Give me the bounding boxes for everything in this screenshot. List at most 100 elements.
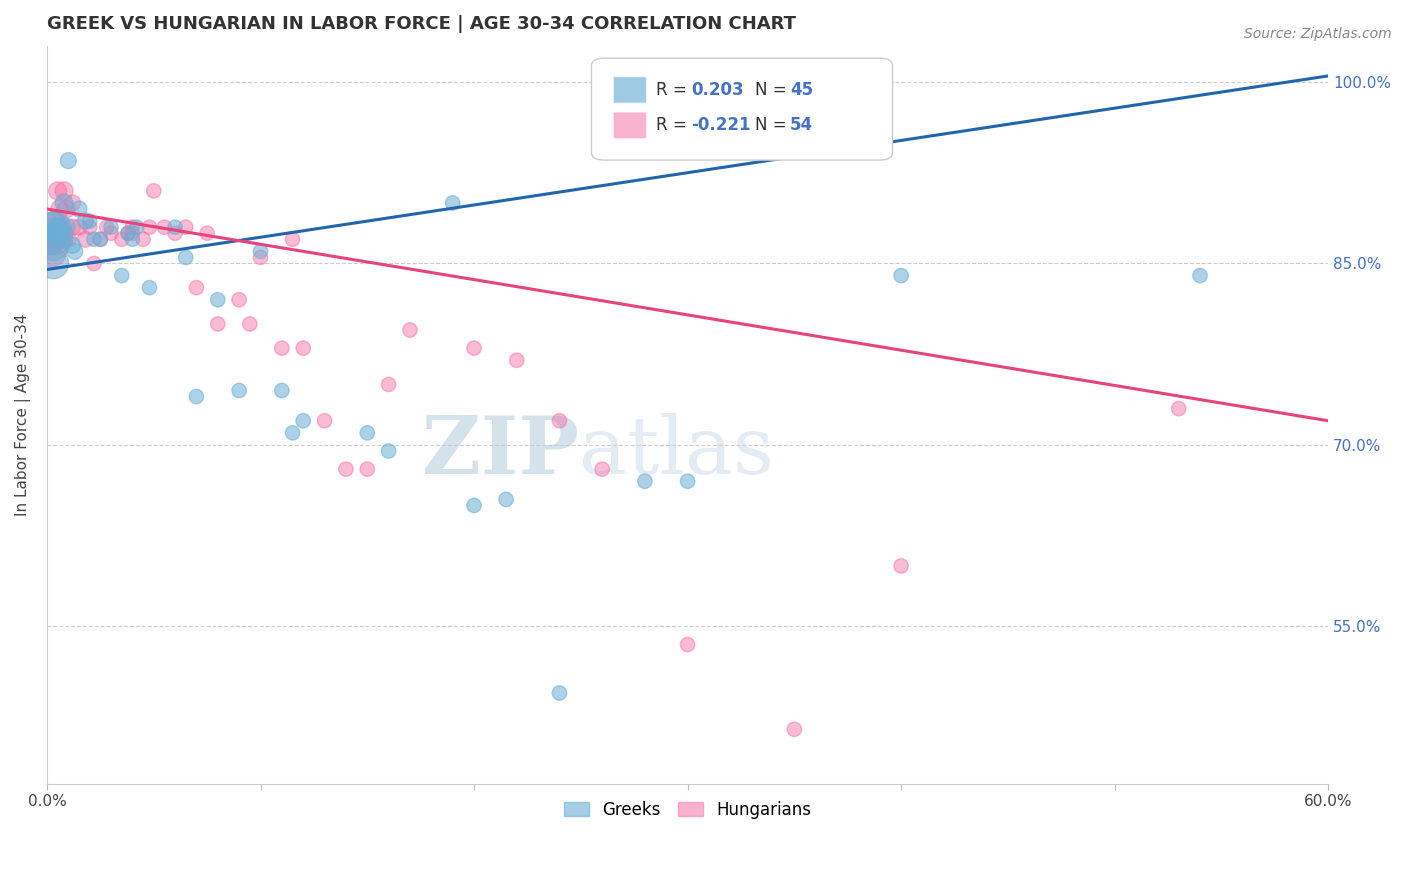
Greeks <box>292 414 315 428</box>
Hungarians <box>153 220 176 235</box>
Hungarians <box>39 244 62 259</box>
Greeks <box>676 475 699 489</box>
Greeks <box>46 220 69 235</box>
Hungarians <box>676 638 699 652</box>
Greeks <box>207 293 229 307</box>
Greeks <box>356 425 378 440</box>
Hungarians <box>62 196 84 211</box>
Hungarians <box>46 184 69 198</box>
Text: 45: 45 <box>790 81 813 99</box>
Greeks <box>79 214 101 228</box>
Hungarians <box>207 317 229 331</box>
Hungarians <box>55 202 77 216</box>
Text: 54: 54 <box>790 116 813 135</box>
Hungarians <box>356 462 378 476</box>
Hungarians <box>138 220 160 235</box>
Hungarians <box>186 280 208 294</box>
Hungarians <box>228 293 250 307</box>
Greeks <box>548 686 571 700</box>
FancyBboxPatch shape <box>613 77 647 103</box>
Hungarians <box>96 220 118 235</box>
Greeks <box>75 214 97 228</box>
Hungarians <box>506 353 529 368</box>
Hungarians <box>53 226 76 240</box>
Hungarians <box>1167 401 1189 416</box>
Hungarians <box>195 226 218 240</box>
Hungarians <box>75 232 97 246</box>
Hungarians <box>42 220 65 235</box>
Greeks <box>186 390 208 404</box>
Greeks <box>46 232 69 246</box>
Hungarians <box>44 232 66 246</box>
Greeks <box>83 232 105 246</box>
Text: -0.221: -0.221 <box>692 116 751 135</box>
Greeks <box>125 220 148 235</box>
Hungarians <box>117 226 139 240</box>
Hungarians <box>165 226 187 240</box>
Hungarians <box>121 226 143 240</box>
Greeks <box>495 492 517 507</box>
Greeks <box>100 220 122 235</box>
Greeks <box>111 268 134 283</box>
Hungarians <box>111 232 134 246</box>
Greeks <box>42 256 65 270</box>
Hungarians <box>314 414 336 428</box>
Hungarians <box>51 232 73 246</box>
Greeks <box>281 425 304 440</box>
Hungarians <box>62 220 84 235</box>
Hungarians <box>783 723 806 737</box>
Hungarians <box>335 462 357 476</box>
Text: GREEK VS HUNGARIAN IN LABOR FORCE | AGE 30-34 CORRELATION CHART: GREEK VS HUNGARIAN IN LABOR FORCE | AGE … <box>46 15 796 33</box>
Hungarians <box>548 414 571 428</box>
Greeks <box>58 153 80 168</box>
Hungarians <box>58 232 80 246</box>
Greeks <box>49 220 72 235</box>
Greeks <box>463 499 485 513</box>
Greeks <box>377 444 399 458</box>
Text: N =: N = <box>755 116 793 135</box>
Greeks <box>53 196 76 211</box>
Greeks <box>39 220 62 235</box>
Greeks <box>63 244 86 259</box>
Hungarians <box>281 232 304 246</box>
Hungarians <box>239 317 262 331</box>
Hungarians <box>591 462 613 476</box>
Hungarians <box>890 558 912 573</box>
Text: 0.203: 0.203 <box>692 81 744 99</box>
Hungarians <box>46 232 69 246</box>
Hungarians <box>53 184 76 198</box>
Hungarians <box>89 232 111 246</box>
Greeks <box>634 475 657 489</box>
Greeks <box>441 196 464 211</box>
Hungarians <box>174 220 197 235</box>
Text: N =: N = <box>755 81 793 99</box>
Hungarians <box>132 232 155 246</box>
Greeks <box>174 251 197 265</box>
Greeks <box>44 220 66 235</box>
Greeks <box>53 232 76 246</box>
Greeks <box>270 384 292 398</box>
Greeks <box>890 268 912 283</box>
Greeks <box>89 232 111 246</box>
Hungarians <box>100 226 122 240</box>
Hungarians <box>79 220 101 235</box>
Hungarians <box>121 220 143 235</box>
Y-axis label: In Labor Force | Age 30-34: In Labor Force | Age 30-34 <box>15 313 31 516</box>
Greeks <box>165 220 187 235</box>
Hungarians <box>292 341 315 355</box>
Greeks <box>1189 268 1212 283</box>
Greeks <box>249 244 271 259</box>
Text: R =: R = <box>655 81 692 99</box>
Text: Source: ZipAtlas.com: Source: ZipAtlas.com <box>1244 27 1392 41</box>
Hungarians <box>38 232 60 246</box>
Greeks <box>42 238 65 252</box>
Hungarians <box>377 377 399 392</box>
Hungarians <box>399 323 422 337</box>
Text: ZIP: ZIP <box>422 413 579 491</box>
Hungarians <box>463 341 485 355</box>
Greeks <box>121 232 143 246</box>
Greeks <box>138 280 160 294</box>
Text: atlas: atlas <box>579 413 773 491</box>
Hungarians <box>67 220 90 235</box>
Greeks <box>38 232 60 246</box>
